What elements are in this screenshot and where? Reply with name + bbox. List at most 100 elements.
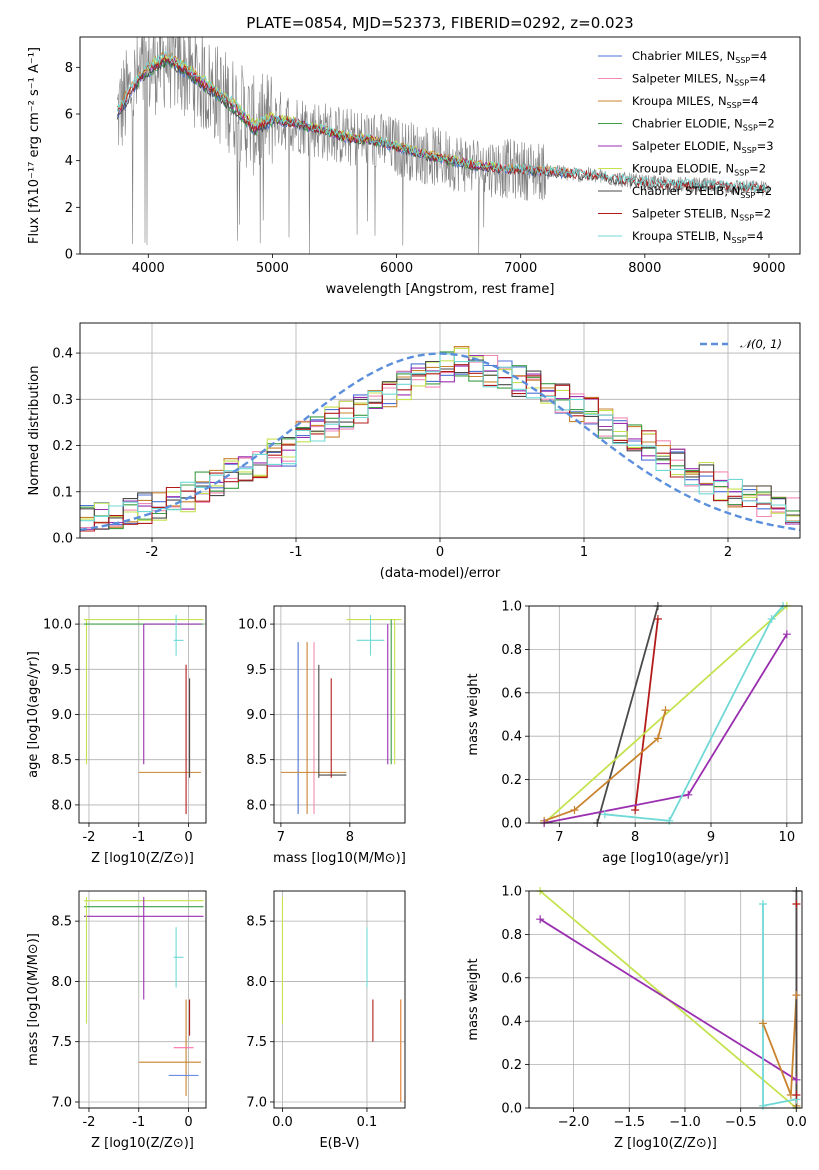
weight-vs-age-ytick-label: 0.6 xyxy=(501,686,522,701)
legend-label: 𝒩(0, 1) xyxy=(740,337,782,351)
weight-vs-Z-ytick-label: 0.6 xyxy=(501,971,522,986)
spectrum-frame xyxy=(79,36,801,255)
legend-label-tail: =2 xyxy=(749,162,766,176)
weight-point-salpeter-elodie xyxy=(536,915,545,924)
legend-label-tail: =2 xyxy=(758,117,775,131)
spectrum-xtick-label: 9000 xyxy=(752,261,785,276)
mass-vs-Z-ytick-label: 8.5 xyxy=(51,915,72,930)
age-vs-Z-ytick-label: 10.0 xyxy=(43,618,72,633)
weight-vs-Z-ylabel: mass weight xyxy=(466,958,481,1040)
spectrum-ytick-label: 4 xyxy=(65,154,73,169)
legend-label-tail: =4 xyxy=(749,72,766,86)
age-vs-mass-xlabel: mass [log10(M/M⊙)] xyxy=(273,851,406,866)
weight-point-kroupa-miles xyxy=(759,1019,767,1028)
mass-vs-EBV-xlabel: E(B-V) xyxy=(319,1136,359,1151)
weight-vs-age-xtick-label: 10 xyxy=(779,830,796,845)
model-line-chabrier-miles xyxy=(116,58,571,179)
weight-vs-Z-xtick-label: −0.5 xyxy=(725,1115,757,1130)
legend-label-tail: =4 xyxy=(747,229,764,243)
legend-label-subscript: SSP xyxy=(739,214,754,223)
weight-vs-age-ytick-label: 0.4 xyxy=(501,730,522,745)
legend-label: Chabrier ELODIE, NSSP=2 xyxy=(632,117,775,133)
residuals-panel: -2 -1 0 1 2 0.0 0.1 0.2 0.3 0.4 (data-model)/error… xyxy=(27,322,801,581)
spectrum-xlabel: wavelength [Angstrom, rest frame] xyxy=(326,282,555,297)
age-vs-mass-ytick-label: 8.0 xyxy=(246,798,267,813)
residuals-ytick-label: 0.4 xyxy=(52,347,73,362)
mass-vs-Z-xlabel: Z [log10(Z/Z⊙)] xyxy=(91,1136,194,1151)
model-line-chabrier-elodie xyxy=(135,58,497,172)
residuals-plot-area xyxy=(80,346,800,532)
weight-vs-Z-xtick-label: −1.5 xyxy=(613,1115,645,1130)
weight-point-kroupa-stelib xyxy=(665,816,674,825)
weight-line-salpeter-elodie xyxy=(539,918,797,1081)
legend-label-tail: =4 xyxy=(750,49,767,63)
observed-spectrum-line xyxy=(116,37,769,254)
age-vs-Z-ytick-label: 9.5 xyxy=(51,663,72,678)
weight-vs-Z-frame xyxy=(528,890,803,1109)
residuals-xtick-label: 2 xyxy=(724,545,732,560)
age-vs-mass-ytick-label: 10.0 xyxy=(238,618,267,633)
age-vs-mass-xtick-label: 8 xyxy=(346,830,354,845)
legend-label-subscript: SSP xyxy=(743,124,758,133)
weight-line-kroupa-miles xyxy=(543,709,667,822)
weight-vs-age-frame xyxy=(528,605,803,824)
age-vs-Z-frame xyxy=(78,605,207,824)
mass-vs-EBV-plot-area xyxy=(281,897,402,1102)
age-vs-Z-xtick-label: -1 xyxy=(132,830,145,845)
weight-point-kroupa-miles xyxy=(653,734,662,743)
histogram-salpeter-stelib xyxy=(80,364,800,532)
mass-vs-Z-xtick-label: -1 xyxy=(132,1115,145,1130)
spectrum-xtick-label: 5000 xyxy=(256,261,289,276)
weight-vs-age-plot-area xyxy=(543,606,788,823)
spectrum-ytick-label: 0 xyxy=(65,248,73,263)
mass-vs-Z-ytick-label: 7.5 xyxy=(51,1035,72,1050)
spectrum-xtick-label: 8000 xyxy=(628,261,661,276)
residuals-xlabel: (data-model)/error xyxy=(380,566,501,581)
spectrum-ytick-label: 8 xyxy=(65,61,73,76)
spectrum-panel: 4000 5000 6000 7000 8000 9000 0 2 4 6 8 wavelength … xyxy=(27,36,801,297)
mass-vs-EBV-ytick-label: 7.0 xyxy=(246,1095,267,1110)
residuals-frame xyxy=(79,322,801,539)
weight-vs-age-ytick-label: 1.0 xyxy=(501,600,522,615)
age-vs-mass-panel: 7 8 8.0 8.5 9.0 9.5 10.0 mass [log10(M/M⊙)] xyxy=(238,605,406,866)
weight-point-salpeter-elodie xyxy=(782,630,791,639)
residuals-ytick-label: 0.2 xyxy=(52,439,73,454)
spectrum-xtick-label: 7000 xyxy=(504,261,537,276)
weight-vs-age-ylabel: mass weight xyxy=(466,673,481,755)
age-vs-Z-ylabel: age [log10(age/yr)] xyxy=(26,651,41,778)
age-vs-Z-xlabel: Z [log10(Z/Z⊙)] xyxy=(91,851,194,866)
mass-vs-Z-ytick-label: 8.0 xyxy=(51,975,72,990)
spectrum-plot-area xyxy=(116,37,770,254)
legend-label-subscript: SSP xyxy=(740,191,755,200)
weight-vs-age-ytick-label: 0.0 xyxy=(501,817,522,832)
age-vs-Z-plot-area xyxy=(83,615,204,814)
mass-vs-EBV-ytick-label: 7.5 xyxy=(246,1035,267,1050)
normal-curve xyxy=(80,352,800,532)
age-vs-mass-ytick-label: 9.5 xyxy=(246,663,267,678)
age-vs-Z-xtick-label: 0 xyxy=(184,830,192,845)
mass-vs-Z-frame xyxy=(78,890,207,1109)
residuals-ytick-label: 0.3 xyxy=(52,393,73,408)
weight-vs-Z-xlabel: Z [log10(Z/Z⊙)] xyxy=(614,1136,717,1151)
weight-vs-Z-ytick-label: 0.8 xyxy=(501,928,522,943)
legend-label: Kroupa STELIB, NSSP=4 xyxy=(632,229,763,245)
weight-vs-age-xtick-label: 8 xyxy=(631,830,639,845)
weight-point-kroupa-miles xyxy=(792,991,801,1000)
weight-point-salpeter-stelib xyxy=(792,900,801,909)
age-vs-Z-ytick-label: 8.0 xyxy=(51,798,72,813)
weight-point-kroupa-miles xyxy=(661,706,670,715)
mass-vs-EBV-xtick-label: 0.1 xyxy=(357,1115,378,1130)
legend-label: Kroupa ELODIE, NSSP=2 xyxy=(632,162,766,178)
legend-label-subscript: SSP xyxy=(732,236,747,245)
legend-label-subscript: SSP xyxy=(734,79,749,88)
mass-vs-EBV-panel: 0.0 0.1 7.0 7.5 8.0 8.5 E(B-V) xyxy=(246,890,406,1151)
weight-point-salpeter-stelib xyxy=(653,615,662,624)
weight-vs-Z-ytick-label: 0.0 xyxy=(501,1102,522,1117)
spectrum-xtick-label: 4000 xyxy=(132,261,165,276)
histogram-kroupa-stelib xyxy=(80,353,800,523)
weight-vs-Z-plot-area xyxy=(539,891,798,1108)
weight-line-kroupa-elodie xyxy=(543,606,788,823)
weight-point-kroupa-stelib xyxy=(759,900,767,909)
mass-vs-EBV-frame xyxy=(273,890,406,1109)
